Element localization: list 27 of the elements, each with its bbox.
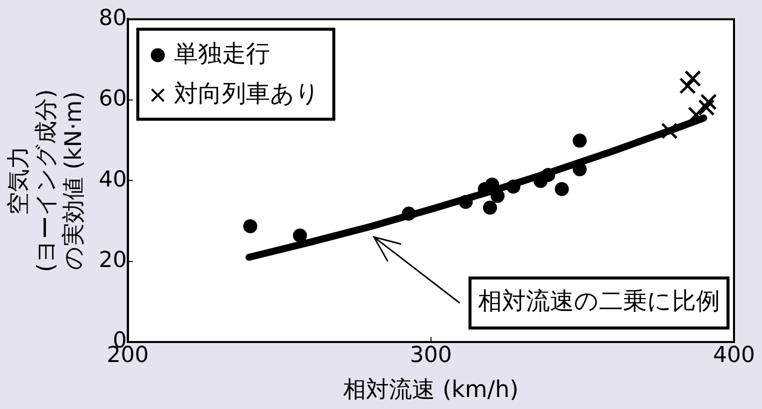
y-tick-label: 40	[98, 167, 127, 192]
y-tick-label: 60	[98, 86, 127, 112]
point	[572, 134, 587, 148]
point	[402, 206, 416, 221]
point	[541, 168, 556, 182]
point	[292, 228, 307, 242]
y-tick-label: 20	[98, 248, 127, 274]
point	[679, 77, 696, 94]
x-tick-label: 400	[713, 342, 755, 368]
point	[554, 182, 569, 196]
legend-label: 対向列車あり	[174, 79, 320, 108]
y-axis-title: 空気力 (ヨーイング成分) の実効値 (kN·m)	[6, 89, 87, 272]
point	[688, 106, 704, 124]
point	[572, 162, 587, 176]
point	[506, 180, 520, 194]
point	[458, 194, 473, 209]
point	[700, 94, 717, 110]
point	[698, 99, 715, 116]
legend-label: 単独走行	[174, 39, 270, 68]
y-tick-label: 80	[98, 6, 127, 31]
annotation: 相対流速の二乗に比例	[478, 287, 720, 316]
point	[661, 122, 678, 140]
point	[243, 219, 258, 234]
point	[483, 200, 497, 215]
x-axis-title: 相対流速 (km/h)	[343, 377, 519, 404]
x-tick-label: 300	[410, 342, 452, 368]
point	[684, 70, 702, 87]
